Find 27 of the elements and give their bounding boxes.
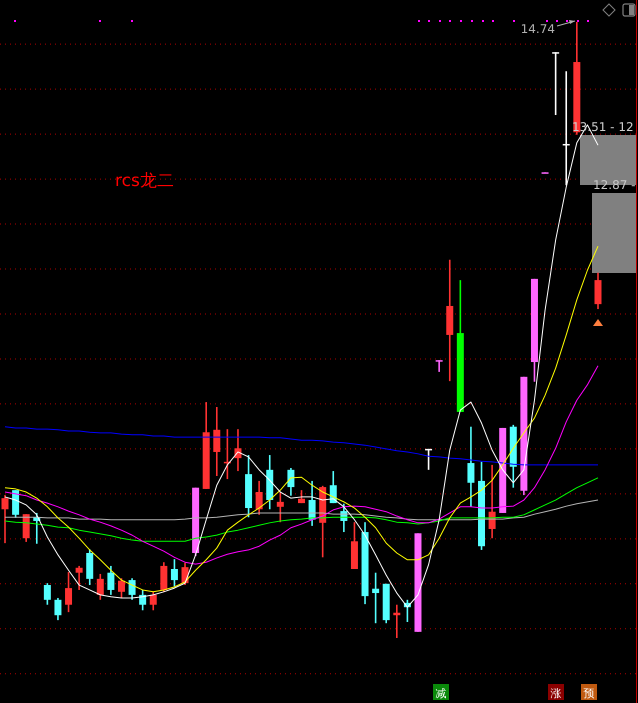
candlestick xyxy=(65,571,72,613)
candlestick xyxy=(213,406,220,477)
candlestick xyxy=(287,467,294,497)
candlestick xyxy=(44,582,51,606)
text: 预 xyxy=(584,687,594,700)
candlestick xyxy=(393,604,400,639)
candlestick xyxy=(256,480,263,516)
candlestick xyxy=(2,494,8,544)
candlestick xyxy=(128,577,136,601)
candlestick xyxy=(372,572,380,624)
candlestick xyxy=(170,558,178,588)
candlestick xyxy=(488,464,496,540)
annotation: 14.74 xyxy=(520,22,555,36)
candlestick xyxy=(276,491,284,523)
text: 涨 xyxy=(550,687,562,700)
candlestick xyxy=(298,489,305,504)
candlestick xyxy=(425,448,432,471)
text: 减 xyxy=(436,687,446,700)
candlestick xyxy=(107,565,114,596)
candlestick xyxy=(96,573,104,601)
candlestick xyxy=(54,597,62,621)
candlestick xyxy=(118,577,125,599)
candlestick xyxy=(552,51,560,116)
annotation: rcs龙二 xyxy=(115,171,174,191)
candlestick xyxy=(76,565,83,591)
candlestick xyxy=(467,426,474,508)
candlestick xyxy=(436,359,443,373)
